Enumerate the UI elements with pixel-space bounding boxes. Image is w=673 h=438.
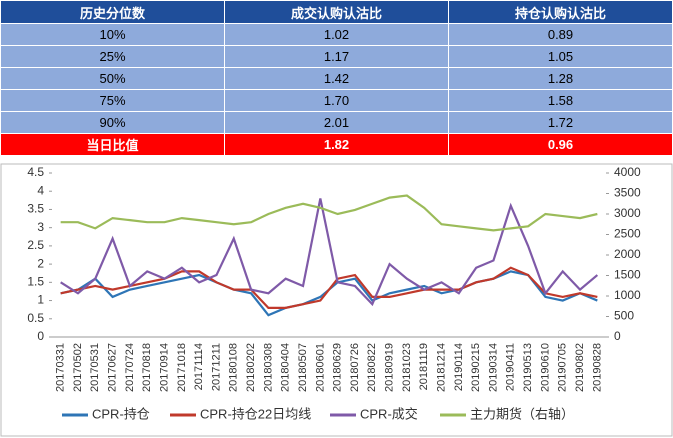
cell: 当日比值 — [0, 133, 225, 156]
y-tick-label: 4 — [37, 183, 44, 197]
x-tick-label: 20190802 — [574, 343, 586, 392]
y2-tick-label: 1500 — [614, 268, 641, 282]
header-cell: 历史分位数 — [0, 0, 225, 24]
x-tick-label: 20180726 — [349, 343, 361, 392]
x-tick-label: 20181119 — [418, 343, 430, 390]
y-tick-label: 0.5 — [27, 311, 44, 325]
x-tick-label: 20180308 — [262, 343, 274, 392]
x-tick-label: 20180507 — [297, 343, 309, 392]
cell: 1.42 — [224, 67, 449, 90]
x-tick-label: 20190314 — [487, 343, 499, 392]
cell: 25% — [0, 45, 225, 68]
cell: 1.17 — [224, 45, 449, 68]
row: 75% 1.70 1.58 — [0, 89, 673, 112]
x-tick-label: 20170331 — [55, 343, 67, 392]
cell: 0.96 — [448, 133, 673, 156]
x-tick-label: 20170914 — [158, 343, 170, 392]
cell: 1.82 — [224, 133, 449, 156]
x-tick-label: 20190705 — [557, 343, 569, 392]
x-tick-label: 20170502 — [72, 343, 84, 392]
x-tick-label: 20170724 — [124, 343, 136, 392]
x-tick-label: 20190828 — [591, 343, 603, 392]
x-tick-label: 20170818 — [141, 343, 153, 392]
x-tick-label: 20180919 — [384, 343, 396, 392]
x-tick-label: 20171018 — [176, 343, 188, 392]
y-tick-label: 4.5 — [27, 165, 44, 179]
x-tick-label: 20180202 — [245, 343, 257, 392]
header-row: 历史分位数 成交认购认沽比 持仓认购认沽比 — [0, 0, 673, 24]
x-tick-label: 20181023 — [401, 343, 413, 392]
today-row: 当日比值 1.82 0.96 — [0, 133, 673, 156]
x-tick-label: 20170531 — [89, 343, 101, 392]
series-line — [60, 198, 599, 307]
cell: 2.01 — [224, 111, 449, 134]
y-tick-label: 1.5 — [27, 275, 44, 289]
cell: 1.02 — [224, 23, 449, 46]
y-tick-label: 1 — [37, 293, 44, 307]
cell: 1.58 — [448, 89, 673, 112]
x-tick-label: 20171211 — [210, 343, 222, 391]
legend-label: CPR-持仓22日均线 — [200, 406, 311, 421]
cell: 1.05 — [448, 45, 673, 68]
y2-tick-label: 1000 — [614, 288, 641, 302]
cell: 0.89 — [448, 23, 673, 46]
row: 10% 1.02 0.89 — [0, 23, 673, 46]
legend-label: CPR-成交 — [360, 406, 418, 421]
header-cell: 成交认购认沽比 — [224, 0, 449, 24]
y2-tick-label: 2500 — [614, 227, 641, 241]
y2-tick-label: 0 — [614, 329, 621, 343]
cell: 50% — [0, 67, 225, 90]
legend-label: 主力期货（右轴） — [470, 406, 574, 421]
chart-border — [0, 163, 673, 437]
x-tick-label: 20170627 — [107, 343, 119, 392]
legend-label: CPR-持仓 — [92, 406, 150, 421]
cell: 90% — [0, 111, 225, 134]
cell: 1.72 — [448, 111, 673, 134]
chart: 0 0.5 1 1.5 2 2.5 3 3.5 4 4.5 0 500 1000 1500 2000 2500… — [0, 163, 673, 437]
row: 50% 1.42 1.28 — [0, 67, 673, 90]
cell: 1.28 — [448, 67, 673, 90]
series-line — [60, 266, 598, 309]
series-line — [60, 194, 598, 232]
x-tick-label: 20180601 — [314, 343, 326, 392]
cell: 75% — [0, 89, 225, 112]
x-tick-label: 20190215 — [470, 343, 482, 392]
x-tick-label: 20171114 — [193, 343, 205, 390]
x-tick-label: 20190610 — [539, 343, 551, 392]
x-tick-label: 20180404 — [280, 343, 292, 392]
x-tick-label: 20180108 — [228, 343, 240, 392]
y2-tick-label: 2000 — [614, 247, 641, 261]
y-tick-label: 3 — [37, 220, 44, 234]
y2-tick-label: 3500 — [614, 186, 641, 200]
x-tick-label: 20181214 — [435, 343, 447, 392]
y2-tick-label: 4000 — [614, 165, 641, 179]
y-tick-label: 0 — [37, 329, 44, 343]
series-line — [60, 270, 598, 317]
x-tick-label: 20190114 — [453, 343, 465, 391]
row: 90% 2.01 1.72 — [0, 111, 673, 134]
x-tick-label: 20180629 — [332, 343, 344, 392]
y-tick-label: 3.5 — [27, 202, 44, 216]
x-tick-label: 20190411 — [505, 343, 517, 391]
y2-tick-label: 3000 — [614, 206, 641, 220]
row: 25% 1.17 1.05 — [0, 45, 673, 68]
cell: 10% — [0, 23, 225, 46]
y2-tick-label: 500 — [614, 309, 634, 323]
stats-table: 历史分位数 成交认购认沽比 持仓认购认沽比 10% 1.02 0.89 25% 1.17 1.… — [0, 0, 673, 156]
y-tick-label: 2 — [37, 256, 44, 270]
cell: 1.70 — [224, 89, 449, 112]
header-cell: 持仓认购认沽比 — [448, 0, 673, 24]
x-tick-label: 20190513 — [522, 343, 534, 392]
y-tick-label: 2.5 — [27, 238, 44, 252]
x-tick-label: 20180822 — [366, 343, 378, 392]
